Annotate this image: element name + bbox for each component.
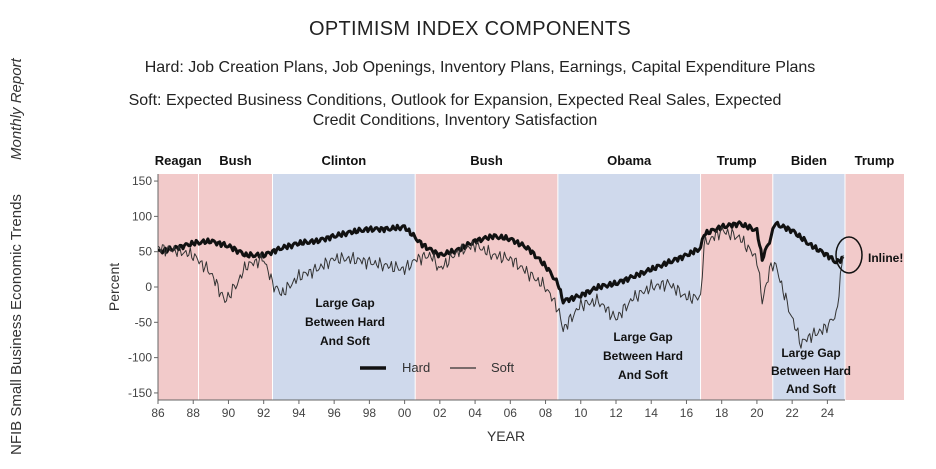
x-tick-label: 04: [468, 406, 482, 420]
series-line-soft: [157, 226, 844, 349]
frequency-label: Monthly Report: [8, 57, 25, 160]
inline-highlight-circle: [835, 236, 863, 274]
admin-label-7: Trump: [855, 153, 895, 168]
admin-label-3: Bush: [470, 153, 503, 168]
admin-band-4: [557, 174, 701, 400]
administration-bands: Reagan Bush Clinton Bush Obama Trump Biden Trum…: [155, 153, 904, 400]
gap-annotation-3-line3: And Soft: [786, 382, 836, 396]
admin-label-5: Trump: [717, 153, 757, 168]
x-tick-label: 08: [539, 406, 553, 420]
admin-band-5: [700, 174, 773, 400]
admin-label-2: Clinton: [321, 153, 366, 168]
y-tick-label: -100: [128, 351, 152, 365]
y-tick-label: 100: [132, 209, 152, 223]
y-tick-label: 50: [139, 245, 153, 259]
y-tick-label: 0: [145, 280, 152, 294]
series-lines: [157, 220, 845, 349]
x-tick-label: 06: [504, 406, 518, 420]
admin-label-1: Bush: [219, 153, 252, 168]
admin-label-4: Obama: [607, 153, 652, 168]
gap-annotation-3-line2: Between Hard: [771, 364, 851, 378]
y-tick-label: -150: [128, 386, 152, 400]
x-tick-label: 20: [750, 406, 764, 420]
y-axis-title: Percent: [106, 263, 122, 311]
admin-band-0: [158, 174, 199, 400]
admin-band-3: [415, 174, 558, 400]
gap-annotation-2-line2: Between Hard: [603, 349, 683, 363]
gap-annotation-1-line1: Large Gap: [315, 296, 374, 310]
admin-band-2: [272, 174, 416, 400]
x-tick-label: 24: [821, 406, 835, 420]
chart-axes: 150 100 50 0 -50 -100 -150 86 88 90 92 94 96 98 00 02 04…: [128, 174, 845, 420]
publication-label: NFIB Small Business Economic Trends: [8, 194, 25, 455]
x-tick-label: 02: [433, 406, 447, 420]
x-tick-label: 16: [680, 406, 694, 420]
gap-annotation-1-line3: And Soft: [320, 334, 370, 348]
x-tick-label: 22: [785, 406, 799, 420]
legend-soft-label: Soft: [491, 360, 515, 375]
admin-label-0: Reagan: [155, 153, 202, 168]
x-tick-label: 88: [187, 406, 201, 420]
admin-label-6: Biden: [791, 153, 827, 168]
subtitle-soft-line2: Credit Conditions, Inventory Satisfactio…: [312, 112, 598, 129]
x-tick-label: 98: [363, 406, 377, 420]
x-tick-label: 00: [398, 406, 412, 420]
y-tick-label: 150: [132, 174, 152, 188]
subtitle-hard: Hard: Job Creation Plans, Job Openings, …: [144, 59, 816, 76]
x-tick-label: 18: [715, 406, 729, 420]
series-line-hard: [157, 220, 845, 305]
subtitle-soft: Soft: Expected Business Conditions, Outl…: [60, 91, 850, 131]
subtitle-soft-line1: Soft: Expected Business Conditions, Outl…: [128, 92, 782, 109]
legend-hard-label: Hard: [402, 360, 430, 375]
x-tick-label: 10: [574, 406, 588, 420]
x-tick-label: 92: [257, 406, 271, 420]
side-label: NFIB Small Business Economic Trends Mont…: [4, 0, 28, 464]
x-tick-label: 96: [327, 406, 341, 420]
gap-annotation-2-line1: Large Gap: [613, 330, 672, 344]
legend: Hard Soft: [360, 360, 515, 375]
chart-title: OPTIMISM INDEX COMPONENTS: [309, 18, 631, 40]
x-tick-label: 14: [645, 406, 659, 420]
x-tick-label: 94: [292, 406, 306, 420]
admin-band-7: [845, 174, 904, 400]
x-axis-title: YEAR: [487, 428, 525, 444]
gap-annotation-1-line2: Between Hard: [305, 315, 385, 329]
x-tick-label: 90: [222, 406, 236, 420]
gap-annotation-3-line1: Large Gap: [781, 346, 840, 360]
x-tick-label: 86: [151, 406, 165, 420]
admin-band-6: [772, 174, 845, 400]
inline-annotation: Inline!: [868, 251, 903, 265]
y-tick-label: -50: [135, 315, 153, 329]
gap-annotation-2-line3: And Soft: [618, 368, 668, 382]
admin-band-1: [198, 174, 273, 400]
x-tick-label: 12: [609, 406, 623, 420]
